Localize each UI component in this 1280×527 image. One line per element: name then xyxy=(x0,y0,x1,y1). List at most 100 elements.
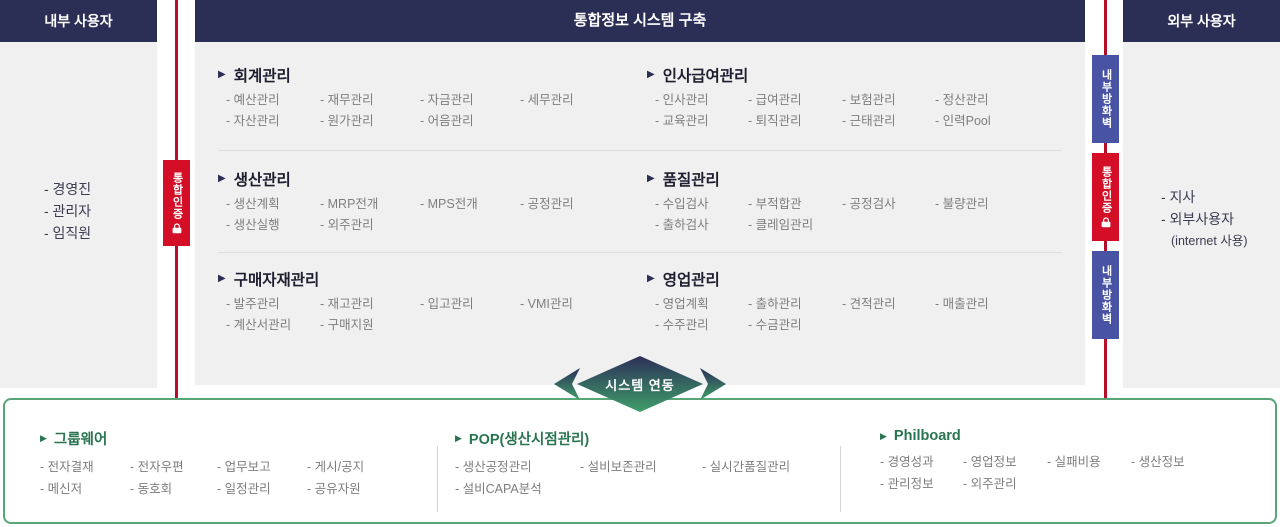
list-item: - 자산관리 xyxy=(226,114,280,128)
list-item: - 일정관리 xyxy=(217,482,271,496)
external-users-panel: 외부 사용자 - 지사 - 외부사용자 (internet 사용) xyxy=(1123,0,1280,388)
list-item: - 어음관리 xyxy=(420,114,474,128)
module-accounting: ▶ 회계관리 - 예산관리 - 재무관리 - 자금관리 - 세무관리 - 자산관리 - 원… xyxy=(218,64,574,128)
triangle-bullet-icon: ▶ xyxy=(218,173,226,184)
external-user-item: - 외부사용자 xyxy=(1161,211,1234,227)
list-item: - 설비CAPA분석 xyxy=(455,482,542,496)
list-item: - 자금관리 xyxy=(420,93,474,107)
section-title-text: POP(생산시점관리) xyxy=(468,432,590,448)
module-title-text: 인사급여관리 xyxy=(662,68,749,85)
external-user-item: (internet 사용) xyxy=(1171,234,1248,248)
module-items: - 발주관리 - 재고관리 - 입고관리 - VMI관리 - 계산서관리 - 구매지원 xyxy=(218,298,573,332)
list-item: - 생산계획 xyxy=(226,197,280,211)
list-item: - 불량관리 xyxy=(935,197,989,211)
list-item: - 경영성과 xyxy=(880,455,934,469)
linked-systems-panel: ▶ 그룹웨어 - 전자결재 - 전자우편 - 업무보고 - 게시/공지 - 메신저 - 동… xyxy=(3,398,1277,524)
module-items: - 예산관리 - 재무관리 - 자금관리 - 세무관리 - 자산관리 - 원가관리 - 어음… xyxy=(218,94,574,128)
triangle-bullet-icon: ▶ xyxy=(40,433,47,443)
connector-label: 시스템 연동 xyxy=(605,377,675,393)
list-item: - 실시간품질관리 xyxy=(702,460,791,474)
list-item: - MPS전개 xyxy=(420,197,478,211)
module-title-text: 생산관리 xyxy=(233,172,291,189)
section-items: - 전자결재 - 전자우편 - 업무보고 - 게시/공지 - 메신저 - 동호회 - 일정관… xyxy=(40,461,364,496)
list-item: - 전자우편 xyxy=(130,460,184,474)
list-item: - 부적합관 xyxy=(748,197,802,211)
section-title-text: Philboard xyxy=(893,428,961,444)
module-production: ▶ 생산관리 - 생산계획 - MRP전개 - MPS전개 - 공정관리 - 생산실행 -… xyxy=(218,168,574,232)
firewall-badge-top: 내부방화벽 xyxy=(1092,55,1119,143)
module-row-divider xyxy=(218,252,1062,253)
external-user-item: - 지사 xyxy=(1161,189,1196,205)
system-integration-connector: 시스템 연동 xyxy=(553,355,727,413)
firewall-badge-bottom: 내부방화벽 xyxy=(1092,251,1119,339)
list-item: - 메신저 xyxy=(40,482,83,496)
list-item: - 영업정보 xyxy=(963,455,1017,469)
list-item: - 입고관리 xyxy=(420,297,474,311)
auth-badge-label: 통합인증 xyxy=(171,172,183,220)
auth-badge-label: 통합인증 xyxy=(1100,166,1112,214)
list-item: - 게시/공지 xyxy=(307,460,365,474)
list-item: - 업무보고 xyxy=(217,460,271,474)
list-item: - 보험관리 xyxy=(842,93,896,107)
list-item: - 공정검사 xyxy=(842,197,896,211)
module-title-text: 구매자재관리 xyxy=(233,272,320,289)
list-item: - 예산관리 xyxy=(226,93,280,107)
list-item: - 외주관리 xyxy=(320,218,374,232)
list-item: - 클레임관리 xyxy=(748,218,814,232)
double-arrow-shape xyxy=(554,356,726,412)
auth-badge-right: 통합인증 xyxy=(1092,153,1119,241)
section-philboard: ▶ Philboard - 경영성과 - 영업정보 - 실패비용 - 생산정보 - 관리… xyxy=(880,428,1185,491)
section-divider xyxy=(437,446,438,512)
firewall-badge-label: 내부방화벽 xyxy=(1100,265,1112,325)
list-item: - 동호회 xyxy=(130,482,173,496)
list-item: - 급여관리 xyxy=(748,93,802,107)
list-item: - 구매지원 xyxy=(320,318,374,332)
internal-user-item: - 임직원 xyxy=(44,225,92,241)
list-item: - VMI관리 xyxy=(520,297,573,311)
external-users-header: 외부 사용자 xyxy=(1123,0,1280,42)
list-item: - 발주관리 xyxy=(226,297,280,311)
module-title-text: 영업관리 xyxy=(662,272,720,289)
list-item: - 매출관리 xyxy=(935,297,989,311)
triangle-bullet-icon: ▶ xyxy=(218,273,226,284)
list-item: - 공정관리 xyxy=(520,197,574,211)
internal-users-header: 내부 사용자 xyxy=(0,0,157,42)
lock-icon xyxy=(172,223,181,234)
module-row-divider xyxy=(218,150,1062,151)
section-items: - 생산공정관리 - 설비보존관리 - 실시간품질관리 - 설비CAPA분석 xyxy=(455,461,790,496)
list-item: - 재고관리 xyxy=(320,297,374,311)
module-items: - 영업계획 - 출하관리 - 견적관리 - 매출관리 - 수주관리 - 수금관리 xyxy=(647,298,989,332)
module-title-text: 품질관리 xyxy=(662,172,720,189)
integrated-system-panel: 통합정보 시스템 구축 ▶ 회계관리 - 예산관리 - 재무관리 - 자금관리 - 세… xyxy=(195,0,1085,385)
list-item: - 생산정보 xyxy=(1131,455,1185,469)
list-item: - 공유자원 xyxy=(307,482,361,496)
external-users-list: - 지사 - 외부사용자 (internet 사용) xyxy=(1123,42,1280,252)
section-divider xyxy=(840,446,841,512)
triangle-bullet-icon: ▶ xyxy=(647,173,655,184)
section-title: ▶ 그룹웨어 xyxy=(40,428,364,449)
section-items: - 경영성과 - 영업정보 - 실패비용 - 생산정보 - 관리정보 - 외주관리 xyxy=(880,456,1185,491)
module-title: ▶ 영업관리 xyxy=(647,268,989,290)
list-item: - 원가관리 xyxy=(320,114,374,128)
list-item: - 견적관리 xyxy=(842,297,896,311)
list-item: - 영업계획 xyxy=(655,297,709,311)
list-item: - 계산서관리 xyxy=(226,318,292,332)
internal-user-item: - 관리자 xyxy=(44,203,92,219)
auth-badge-left: 통합인증 xyxy=(163,160,190,246)
triangle-bullet-icon: ▶ xyxy=(455,433,462,443)
module-purchasing: ▶ 구매자재관리 - 발주관리 - 재고관리 - 입고관리 - VMI관리 - 계산서관… xyxy=(218,268,573,332)
list-item: - 출하관리 xyxy=(748,297,802,311)
list-item: - 외주관리 xyxy=(963,477,1017,491)
module-sales: ▶ 영업관리 - 영업계획 - 출하관리 - 견적관리 - 매출관리 - 수주관리 - 수… xyxy=(647,268,989,332)
section-pop: ▶ POP(생산시점관리) - 생산공정관리 - 설비보존관리 - 실시간품질관리 -… xyxy=(455,428,790,496)
list-item: - 세무관리 xyxy=(520,93,574,107)
module-hr-payroll: ▶ 인사급여관리 - 인사관리 - 급여관리 - 보험관리 - 정산관리 - 교육관리 -… xyxy=(647,64,991,128)
list-item: - 교육관리 xyxy=(655,114,709,128)
triangle-bullet-icon: ▶ xyxy=(647,273,655,284)
system-title: 통합정보 시스템 구축 xyxy=(195,0,1085,42)
triangle-bullet-icon: ▶ xyxy=(218,69,226,80)
list-item: - 전자결재 xyxy=(40,460,94,474)
list-item: - 생산공정관리 xyxy=(455,460,532,474)
section-groupware: ▶ 그룹웨어 - 전자결재 - 전자우편 - 업무보고 - 게시/공지 - 메신저 - 동… xyxy=(40,428,364,496)
